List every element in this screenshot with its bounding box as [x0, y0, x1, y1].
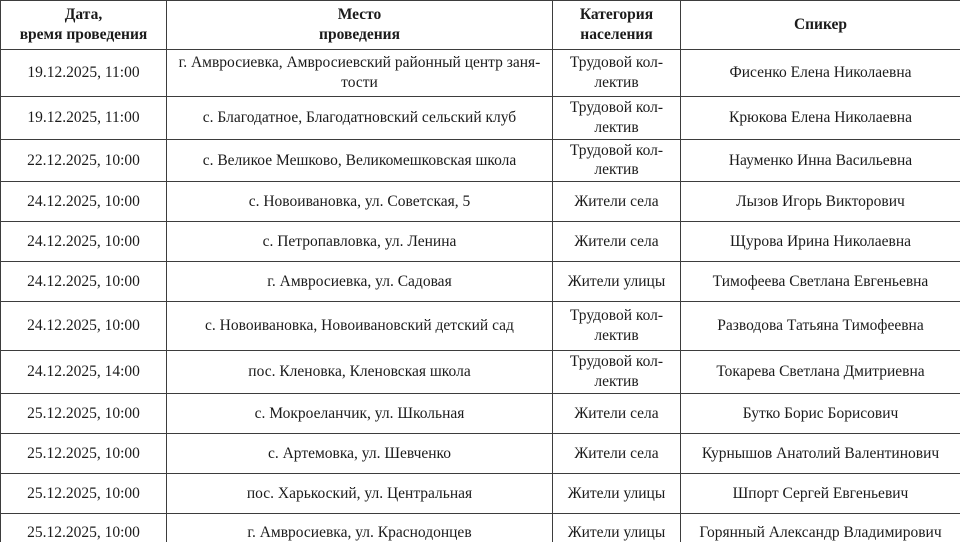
table-row: 22.12.2025, 10:00 с. Великое Мешково, Ве…: [0, 138, 960, 183]
cell-speaker: Лызов Игорь Викторович: [680, 181, 960, 223]
cell-place: с. Мокроеланчик, ул. Школьная: [166, 392, 553, 434]
table-row: 24.12.2025, 10:00 с. Новоивановка, ул. С…: [0, 181, 960, 223]
cell-category: Трудовой кол- лектив: [552, 96, 681, 140]
cell-datetime: 22.12.2025, 10:00: [0, 138, 167, 183]
cell-datetime: 19.12.2025, 11:00: [0, 49, 167, 97]
table-row: 25.12.2025, 10:00 пос. Харькоский, ул. Ц…: [0, 472, 960, 514]
cell-category: Жители улицы: [552, 261, 681, 303]
col-header-place: Место проведения: [166, 0, 553, 50]
cell-datetime: 19.12.2025, 11:00: [0, 96, 167, 140]
table-row: 24.12.2025, 10:00 г. Амвросиевка, ул. Са…: [0, 261, 960, 303]
col-header-category: Категория населения: [552, 0, 681, 50]
cell-datetime: 25.12.2025, 10:00: [0, 392, 167, 434]
cell-datetime: 24.12.2025, 10:00: [0, 301, 167, 352]
col-header-datetime: Дата, время проведения: [0, 0, 167, 50]
cell-speaker: Токарева Светлана Дмитриевна: [680, 350, 960, 394]
cell-category: Жители села: [552, 221, 681, 263]
cell-category: Трудовой кол- лектив: [552, 301, 681, 352]
cell-speaker: Щурова Ирина Николаевна: [680, 221, 960, 263]
cell-speaker: Крюкова Елена Николаевна: [680, 96, 960, 140]
cell-speaker: Курнышов Анатолий Валентинович: [680, 432, 960, 474]
cell-datetime: 25.12.2025, 10:00: [0, 432, 167, 474]
cell-place: с. Новоивановка, Новоивановский детский …: [166, 301, 553, 352]
col-header-speaker: Спикер: [680, 0, 960, 50]
table-row: 24.12.2025, 10:00 с. Петропавловка, ул. …: [0, 221, 960, 263]
cell-datetime: 24.12.2025, 14:00: [0, 350, 167, 394]
cell-category: Трудовой кол- лектив: [552, 49, 681, 97]
cell-speaker: Фисенко Елена Николаевна: [680, 49, 960, 97]
table-row: 19.12.2025, 11:00 с. Благодатное, Благод…: [0, 96, 960, 140]
cell-speaker: Тимофеева Светлана Евгеньевна: [680, 261, 960, 303]
table-row: 25.12.2025, 10:00 г. Амвросиевка, ул. Кр…: [0, 512, 960, 542]
cell-place: г. Амвросиевка, ул. Краснодонцев: [166, 512, 553, 542]
cell-place: с. Артемовка, ул. Шевченко: [166, 432, 553, 474]
table-row: 24.12.2025, 14:00 пос. Кленовка, Кленовс…: [0, 350, 960, 394]
cell-place: г. Амвросиевка, Амвросиевский районный ц…: [166, 49, 553, 97]
cell-category: Жители улицы: [552, 512, 681, 542]
cell-place: с. Благодатное, Благодатновский сельский…: [166, 96, 553, 140]
cell-speaker: Науменко Инна Васильевна: [680, 138, 960, 183]
cell-speaker: Бутко Борис Борисович: [680, 392, 960, 434]
table-row: 19.12.2025, 11:00 г. Амвросиевка, Амврос…: [0, 49, 960, 97]
table-row: 25.12.2025, 10:00 с. Мокроеланчик, ул. Ш…: [0, 392, 960, 434]
cell-place: с. Новоивановка, ул. Советская, 5: [166, 181, 553, 223]
cell-datetime: 25.12.2025, 10:00: [0, 472, 167, 514]
cell-place: с. Петропавловка, ул. Ленина: [166, 221, 553, 263]
table-header-row: Дата, время проведения Место проведения …: [0, 0, 960, 50]
cell-datetime: 25.12.2025, 10:00: [0, 512, 167, 542]
cell-place: пос. Кленовка, Кленовская школа: [166, 350, 553, 394]
cell-datetime: 24.12.2025, 10:00: [0, 261, 167, 303]
cell-speaker: Горянный Александр Владимирович: [680, 512, 960, 542]
table-row: 25.12.2025, 10:00 с. Артемовка, ул. Шевч…: [0, 432, 960, 474]
cell-place: пос. Харькоский, ул. Центральная: [166, 472, 553, 514]
cell-place: с. Великое Мешково, Великомешковская шко…: [166, 138, 553, 183]
cell-category: Жители села: [552, 181, 681, 223]
cell-category: Жители села: [552, 432, 681, 474]
cell-category: Трудовой кол- лектив: [552, 350, 681, 394]
cell-category: Жители села: [552, 392, 681, 434]
table-row: 24.12.2025, 10:00 с. Новоивановка, Новои…: [0, 301, 960, 352]
cell-category: Жители улицы: [552, 472, 681, 514]
cell-datetime: 24.12.2025, 10:00: [0, 181, 167, 223]
cell-category: Трудовой кол- лектив: [552, 138, 681, 183]
cell-speaker: Разводова Татьяна Тимофеевна: [680, 301, 960, 352]
cell-place: г. Амвросиевка, ул. Садовая: [166, 261, 553, 303]
cell-datetime: 24.12.2025, 10:00: [0, 221, 167, 263]
cell-speaker: Шпорт Сергей Евгеньевич: [680, 472, 960, 514]
